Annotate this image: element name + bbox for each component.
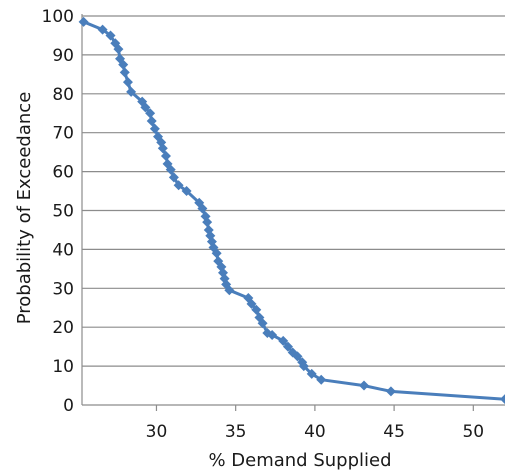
y-tick-label-10: 10 [52,357,74,377]
x-tick-label-45: 45 [383,422,405,442]
data-point-0-13 [146,116,157,127]
data-point-0-52 [306,368,317,379]
data-point-0-4 [113,44,124,55]
x-tick-label-40: 40 [304,422,326,442]
x-tick-labels: 30 35 40 45 50 [146,422,484,442]
data-point-0-21 [168,172,179,183]
data-point-0-51 [298,361,309,372]
data-point-0-23 [181,186,192,197]
y-tick-label-50: 50 [52,202,74,222]
data-point-0-17 [157,143,168,154]
data-point-0-14 [149,123,160,134]
x-tick-label-35: 35 [225,422,247,442]
axes [81,14,505,411]
data-point-0-53 [316,374,327,385]
data-point-0-55 [385,386,396,397]
data-point-0-46 [278,335,289,346]
y-tick-label-30: 30 [52,279,74,299]
x-tick-label-50: 50 [462,422,484,442]
data-point-0-40 [246,298,257,309]
data-point-0-18 [160,151,171,162]
y-tick-label-90: 90 [52,46,74,66]
x-axis-title: % Demand Supplied [208,450,391,471]
data-point-0-49 [292,351,303,362]
data-point-0-7 [119,67,130,78]
data-point-0-2 [105,30,116,41]
data-point-0-47 [282,341,293,352]
data-point-0-11 [140,102,151,113]
data-point-0-54 [359,380,369,391]
data-point-0-0 [78,16,89,27]
y-tick-label-100: 100 [42,7,74,27]
data-point-0-12 [145,108,156,119]
gridlines [82,15,505,367]
data-series [78,16,505,405]
data-point-0-20 [165,164,176,175]
data-point-0-43 [257,318,268,329]
data-point-0-45 [267,329,278,340]
y-tick-label-0: 0 [63,396,74,416]
y-axis-title: Probability of Exceedance [14,92,35,325]
y-tick-label-20: 20 [52,318,74,338]
x-tick-label-30: 30 [146,422,168,442]
data-point-0-6 [118,59,129,70]
data-point-0-25 [197,203,208,214]
data-point-0-41 [251,304,262,315]
y-tick-labels: 0 10 20 30 40 50 60 70 80 90 100 [42,7,74,416]
y-tick-label-60: 60 [52,163,74,183]
data-point-0-8 [122,77,133,88]
data-point-0-38 [224,285,235,296]
data-point-0-1 [97,24,108,35]
data-point-0-56 [500,394,505,405]
y-tick-label-80: 80 [52,85,74,105]
data-point-0-27 [202,217,213,228]
y-tick-label-40: 40 [52,240,74,260]
data-point-0-22 [173,180,184,191]
y-tick-label-70: 70 [52,124,74,144]
data-point-0-32 [211,248,222,259]
data-point-0-9 [126,86,137,97]
